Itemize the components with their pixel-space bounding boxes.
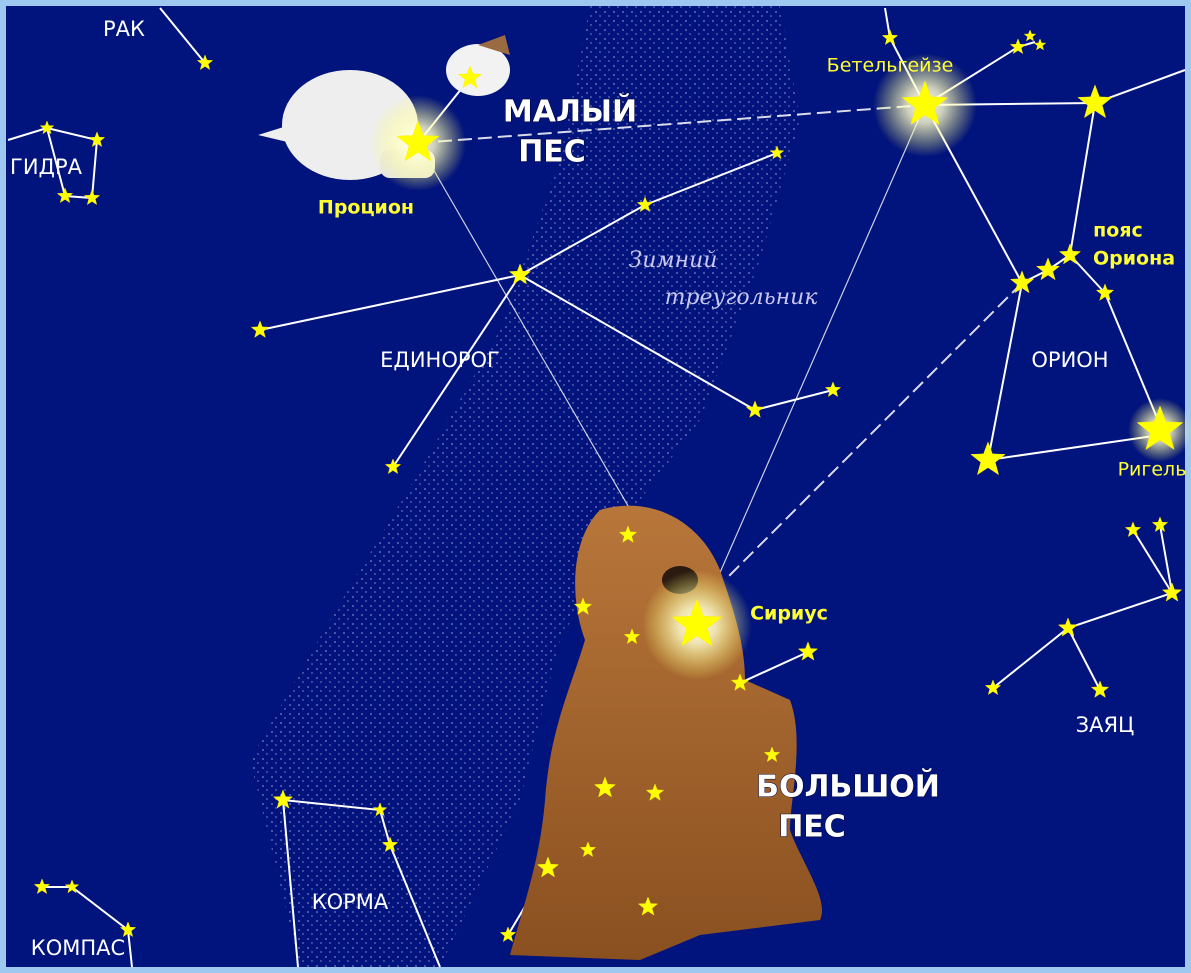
star-map: РАК ГИДРА МАЛЫЙ ПЕС Процион Бетельгейзе …	[0, 0, 1191, 973]
page: {"labels": { "rak": "РАК", "gidra": "ГИД…	[0, 0, 1191, 973]
label: ЗАЯЦ	[1076, 713, 1135, 737]
label: Процион	[318, 197, 414, 219]
label: ПЕС	[778, 810, 846, 845]
label: КОРМА	[312, 890, 389, 914]
label: Бетельгейзе	[827, 55, 954, 77]
label: ПЕС	[518, 135, 586, 170]
label: Зимний	[629, 248, 718, 273]
label: пояс	[1093, 220, 1143, 242]
label: РАК	[103, 17, 145, 41]
label: КОМПАС	[31, 936, 125, 960]
label: ГИДРА	[10, 155, 83, 179]
label: Ориона	[1093, 248, 1175, 270]
label: Сириус	[750, 603, 828, 625]
label: Ригель	[1118, 459, 1187, 481]
label: МАЛЫЙ	[503, 94, 637, 130]
label: БОЛЬШОЙ	[756, 769, 940, 805]
label: ЕДИНОРОГ	[380, 348, 500, 372]
label: ОРИОН	[1031, 348, 1108, 372]
label: треугольник	[665, 285, 819, 310]
